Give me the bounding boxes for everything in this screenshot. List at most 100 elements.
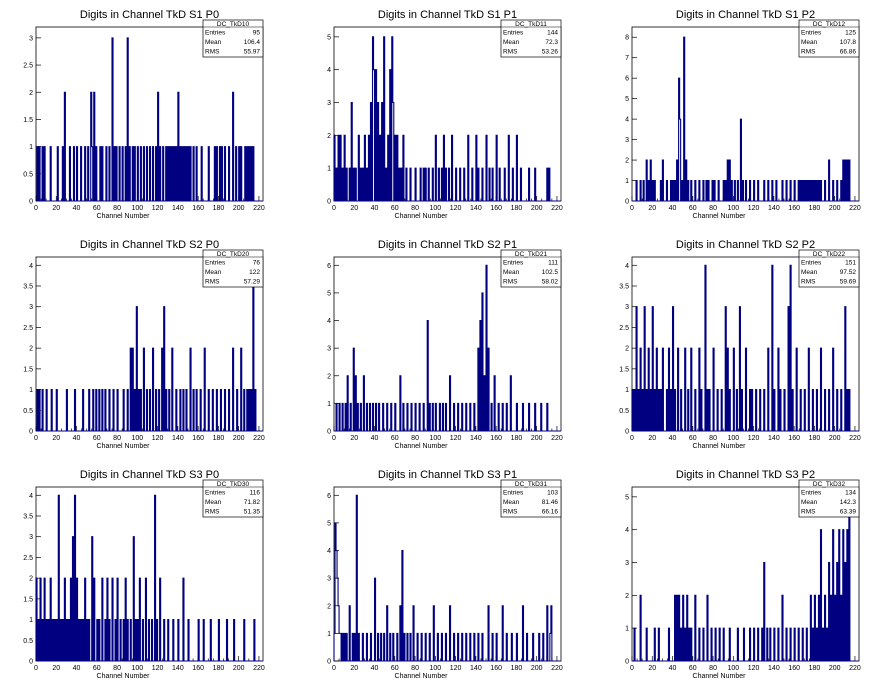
stats-box-value: 76 xyxy=(253,260,261,267)
x-tick-label: 100 xyxy=(727,665,739,672)
x-tick-label: 140 xyxy=(470,435,482,442)
x-tick-label: 40 xyxy=(371,205,379,212)
x-tick-label: 20 xyxy=(52,205,60,212)
stats-box-name: DC_TkD20 xyxy=(217,251,250,258)
chart-title: Digits in Channel TkD S2 P0 xyxy=(80,239,219,251)
x-tick-label: 100 xyxy=(727,435,739,442)
x-tick-label: 100 xyxy=(727,205,739,212)
chart-title: Digits in Channel TkD S2 P2 xyxy=(676,239,815,251)
stats-box-value: 81.46 xyxy=(542,499,559,506)
histogram-panel: Digits in Channel TkD S1 P20 20 40 60 80 100 1… xyxy=(625,9,861,220)
stats-box-name: DC_TkD21 xyxy=(515,251,548,258)
y-tick-label: 1 xyxy=(625,626,629,633)
x-tick-label: 40 xyxy=(371,435,379,442)
x-tick-label: 180 xyxy=(213,205,225,212)
x-tick-label: 200 xyxy=(829,435,841,442)
stats-box: DC_TkD11 Entries 144 Mean 72.3 RMS 53.26 xyxy=(500,19,562,58)
y-tick-label: 6 xyxy=(327,493,331,500)
y-tick-label: 2.5 xyxy=(23,325,33,332)
y-tick-label: 0.5 xyxy=(23,638,33,645)
x-axis-label: Channel Number xyxy=(693,443,747,450)
x-tick-label: 40 xyxy=(73,665,81,672)
x-tick-label: 140 xyxy=(172,665,184,672)
histogram-panel: Digits in Channel TkD S2 P10 20 40 60 80 100 1… xyxy=(327,239,563,450)
x-tick-label: 160 xyxy=(490,665,502,672)
stats-box-value: 103 xyxy=(547,490,558,497)
x-tick-label: 120 xyxy=(152,435,164,442)
chart-title: Digits in Channel TkD S2 P1 xyxy=(378,239,517,251)
y-tick-label: 1 xyxy=(29,617,33,624)
x-tick-label: 180 xyxy=(809,205,821,212)
y-tick-label: 3 xyxy=(327,576,331,583)
stats-box-label: RMS xyxy=(801,509,816,516)
x-tick-label: 140 xyxy=(768,435,780,442)
histogram-line xyxy=(632,496,859,662)
chart-title: Digits in Channel TkD S3 P1 xyxy=(378,469,517,481)
stats-box-name: DC_TkD31 xyxy=(515,481,548,488)
y-tick-label: 2 xyxy=(29,90,33,97)
x-tick-label: 80 xyxy=(411,665,419,672)
x-tick-label: 200 xyxy=(531,435,543,442)
y-tick-label: 3.5 xyxy=(23,514,33,521)
stats-box-label: RMS xyxy=(801,49,816,56)
histogram-line xyxy=(35,494,263,662)
y-tick-label: 4 xyxy=(29,263,33,270)
y-tick-label: 1.5 xyxy=(23,366,33,373)
chart-title: Digits in Channel TkD S3 P0 xyxy=(80,469,219,481)
stats-box-label: RMS xyxy=(503,279,518,286)
y-tick-label: 1 xyxy=(625,178,629,185)
y-tick-label: 0 xyxy=(327,659,331,666)
stats-box-label: RMS xyxy=(801,279,816,286)
stats-box-value: 111 xyxy=(548,260,558,267)
y-tick-label: 0 xyxy=(625,659,629,666)
x-tick-label: 20 xyxy=(350,435,358,442)
x-axis-label: Channel Number xyxy=(395,673,449,680)
x-tick-label: 60 xyxy=(93,205,101,212)
x-axis-label: Channel Number xyxy=(97,673,151,680)
stats-box-value: 57.29 xyxy=(244,279,261,286)
x-tick-label: 200 xyxy=(233,435,245,442)
stats-box-value: 66.16 xyxy=(542,509,559,516)
x-tick-label: 60 xyxy=(391,665,399,672)
x-tick-label: 40 xyxy=(669,665,677,672)
stats-box-label: RMS xyxy=(503,509,518,516)
stats-box-label: RMS xyxy=(205,49,220,56)
x-tick-label: 100 xyxy=(131,665,143,672)
x-tick-label: 180 xyxy=(213,665,225,672)
y-tick-label: 6 xyxy=(625,76,629,83)
y-tick-label: 3 xyxy=(29,304,33,311)
x-tick-label: 200 xyxy=(829,205,841,212)
x-tick-label: 220 xyxy=(253,205,265,212)
y-tick-label: 7 xyxy=(625,55,629,62)
chart-title: Digits in Channel TkD S3 P2 xyxy=(676,469,815,481)
x-tick-label: 120 xyxy=(748,435,760,442)
x-tick-label: 200 xyxy=(233,205,245,212)
x-tick-label: 40 xyxy=(73,205,81,212)
y-tick-label: 2 xyxy=(625,346,629,353)
histogram-panel: Digits in Channel TkD S3 P20 20 40 60 80 100 1… xyxy=(625,469,861,680)
stats-box-value: 116 xyxy=(250,490,261,497)
x-tick-label: 60 xyxy=(391,435,399,442)
x-tick-label: 80 xyxy=(709,665,717,672)
x-tick-label: 0 xyxy=(630,435,634,442)
y-tick-label: 2 xyxy=(29,346,33,353)
stats-box-label: Entries xyxy=(503,260,524,267)
x-tick-label: 220 xyxy=(551,435,563,442)
x-tick-label: 40 xyxy=(371,665,379,672)
chart-title: Digits in Channel TkD S1 P2 xyxy=(676,9,815,21)
x-tick-label: 220 xyxy=(253,665,265,672)
stats-box: DC_TkD20 Entries 76 Mean 122 RMS 57.29 xyxy=(202,249,264,288)
x-tick-label: 120 xyxy=(450,665,462,672)
x-tick-label: 200 xyxy=(233,665,245,672)
y-tick-label: 1 xyxy=(327,631,331,638)
y-tick-label: 0.5 xyxy=(619,408,629,415)
x-tick-label: 200 xyxy=(829,665,841,672)
stats-box-label: Mean xyxy=(205,269,222,276)
x-tick-label: 160 xyxy=(192,435,204,442)
x-tick-label: 20 xyxy=(648,435,656,442)
y-tick-label: 2 xyxy=(625,158,629,165)
histogram-panel: Digits in Channel TkD S2 P00 20 40 60 80 100 1… xyxy=(23,239,265,450)
x-tick-label: 0 xyxy=(332,205,336,212)
y-tick-label: 4 xyxy=(327,318,331,325)
